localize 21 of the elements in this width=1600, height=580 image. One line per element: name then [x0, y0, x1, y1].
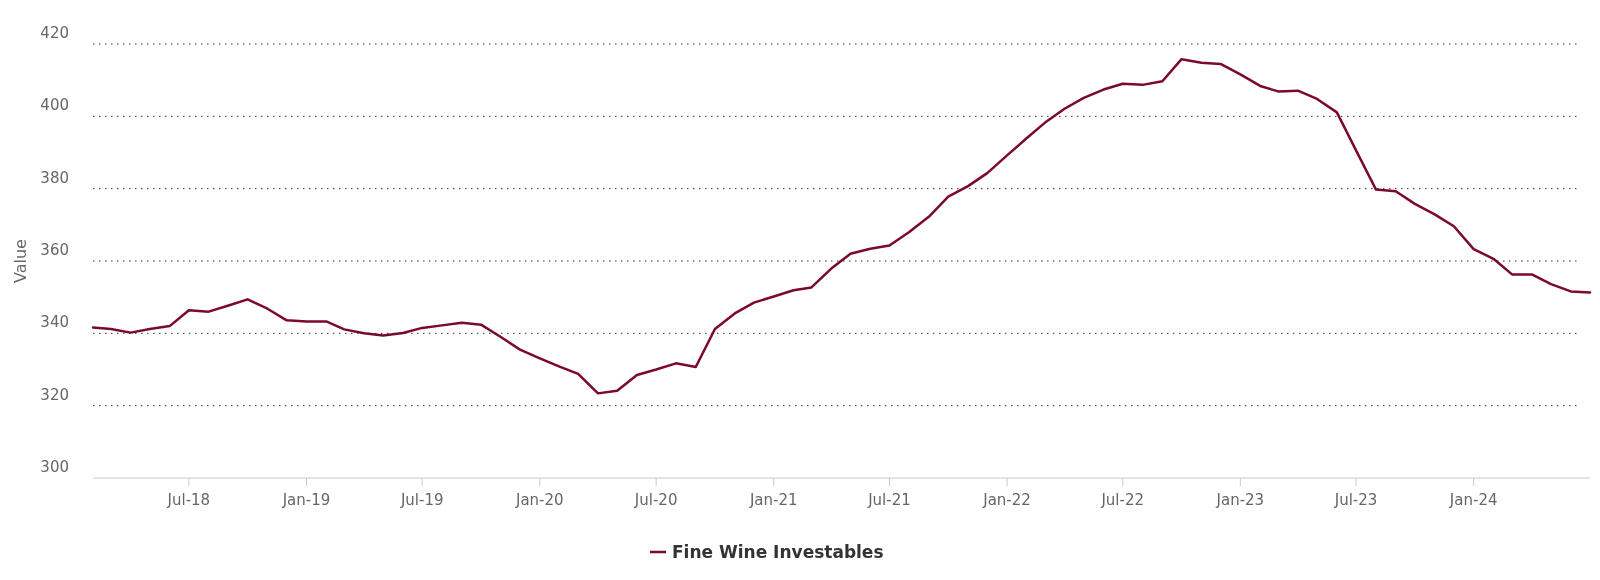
y-tick-label: 380 — [40, 168, 69, 187]
legend-label: Fine Wine Investables — [672, 542, 884, 562]
x-tick-label: Jan-20 — [514, 491, 564, 509]
x-tick-label: Jul-18 — [166, 491, 211, 509]
y-tick-label: 300 — [40, 458, 69, 476]
x-tick-label: Jul-20 — [633, 491, 678, 509]
x-tick-label: Jan-19 — [281, 491, 331, 509]
y-tick-label: 420 — [40, 24, 69, 42]
x-tick-label: Jan-22 — [982, 491, 1031, 509]
x-tick-label: Jan-21 — [748, 491, 798, 509]
y-tick-label: 320 — [40, 385, 69, 404]
y-axis-title: Value — [11, 239, 30, 283]
x-tick-label: Jul-23 — [1333, 491, 1378, 509]
y-tick-label: 400 — [40, 96, 69, 115]
x-tick-label: Jan-24 — [1448, 491, 1498, 509]
x-tick-label: Jul-19 — [399, 491, 444, 509]
y-tick-label: 340 — [40, 313, 69, 332]
x-tick-label: Jul-21 — [867, 491, 911, 509]
x-tick-label: Jul-22 — [1100, 491, 1145, 509]
x-tick-label: Jan-23 — [1215, 491, 1265, 509]
y-tick-label: 360 — [40, 241, 69, 259]
